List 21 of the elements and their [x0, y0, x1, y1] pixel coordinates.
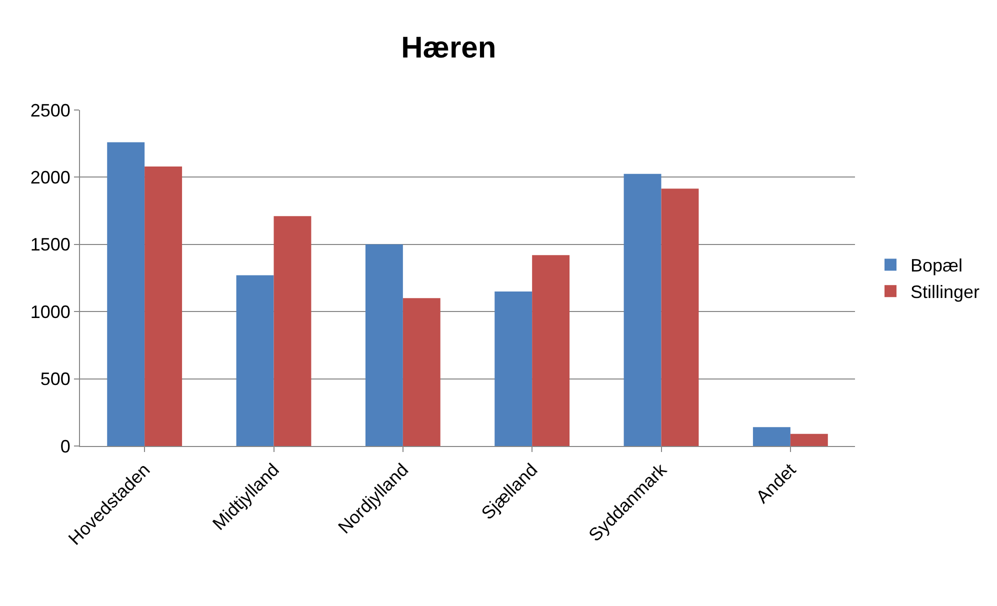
- bar: [624, 174, 662, 446]
- chart-title: Hæren: [401, 31, 496, 64]
- bar: [144, 166, 182, 446]
- bar: [274, 216, 312, 446]
- bar: [494, 291, 532, 446]
- bar: [661, 188, 699, 446]
- bar: [790, 434, 828, 446]
- y-tick-label: 500: [40, 369, 70, 390]
- bar: [532, 255, 570, 446]
- bar: [365, 244, 403, 446]
- bar: [236, 275, 274, 446]
- legend-label: Stillinger: [910, 282, 980, 302]
- y-tick-label: 2500: [30, 100, 70, 120]
- y-tick-label: 0: [60, 436, 70, 456]
- y-tick-label: 2000: [30, 168, 70, 188]
- y-tick-label: 1000: [30, 302, 70, 322]
- legend-label: Bopæl: [910, 256, 963, 276]
- bar: [752, 427, 790, 446]
- bar: [107, 142, 145, 446]
- bar: [402, 298, 440, 446]
- y-tick-label: 1500: [30, 234, 70, 255]
